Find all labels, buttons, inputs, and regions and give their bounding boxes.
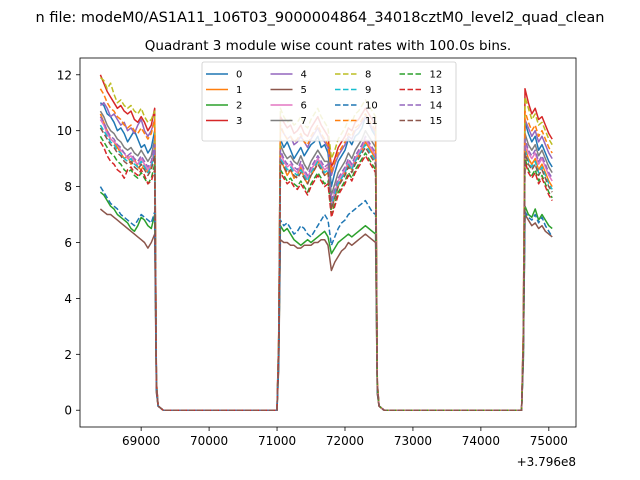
series-line-15 bbox=[99, 127, 553, 411]
legend-label: 14 bbox=[430, 101, 443, 112]
plot-area: 69000 70000 71000 72000 73000 74000 75000 0 2 4 6 8… bbox=[57, 68, 568, 448]
legend-label: 4 bbox=[301, 70, 307, 81]
x-tick-label: 73000 bbox=[394, 434, 432, 448]
legend-label: 7 bbox=[301, 116, 307, 127]
legend-label: 3 bbox=[236, 116, 242, 127]
x-axis-offset-label: +3.796e8 bbox=[517, 455, 576, 469]
series-line-7 bbox=[99, 110, 553, 411]
y-tick-label: 2 bbox=[64, 348, 72, 362]
legend-label: 9 bbox=[365, 85, 371, 96]
legend-box bbox=[201, 61, 457, 142]
x-tick-label: 69000 bbox=[122, 434, 160, 448]
series-line-12 bbox=[99, 135, 553, 411]
series-line-1 bbox=[99, 113, 553, 411]
figure-suptitle: n file: modeM0/AS1A11_106T03_9000004864_… bbox=[36, 10, 605, 26]
legend-label: 0 bbox=[236, 70, 242, 81]
y-tick-label: 4 bbox=[64, 292, 72, 306]
y-tick-label: 6 bbox=[64, 236, 72, 250]
plot-frame bbox=[79, 57, 577, 428]
series-line-5 bbox=[99, 208, 553, 411]
series-line-6 bbox=[99, 119, 553, 411]
y-tick-label: 0 bbox=[64, 404, 72, 418]
x-tick-label: 72000 bbox=[326, 434, 364, 448]
legend-label: 1 bbox=[236, 85, 242, 96]
x-tick-label: 74000 bbox=[462, 434, 500, 448]
series-line-10 bbox=[99, 186, 553, 411]
legend-label: 2 bbox=[236, 101, 242, 112]
chart-title: Quadrant 3 module wise count rates with … bbox=[145, 38, 511, 54]
x-tick-label: 71000 bbox=[258, 434, 296, 448]
legend-label: 13 bbox=[430, 85, 443, 96]
legend-label: 12 bbox=[430, 70, 443, 81]
legend-label: 10 bbox=[365, 101, 378, 112]
series-line-0 bbox=[99, 102, 553, 411]
legend-label: 8 bbox=[365, 70, 371, 81]
y-tick-label: 10 bbox=[57, 124, 72, 138]
y-tick-label: 12 bbox=[57, 68, 72, 82]
legend-label: 6 bbox=[301, 101, 307, 112]
y-tick-label: 8 bbox=[64, 180, 72, 194]
x-tick-label: 75000 bbox=[530, 434, 568, 448]
series-line-13 bbox=[99, 141, 553, 411]
legend-label: 15 bbox=[430, 116, 443, 127]
legend-label: 5 bbox=[301, 85, 307, 96]
legend-label: 11 bbox=[365, 116, 378, 127]
x-tick-label: 70000 bbox=[190, 434, 228, 448]
series-line-2 bbox=[99, 191, 553, 411]
